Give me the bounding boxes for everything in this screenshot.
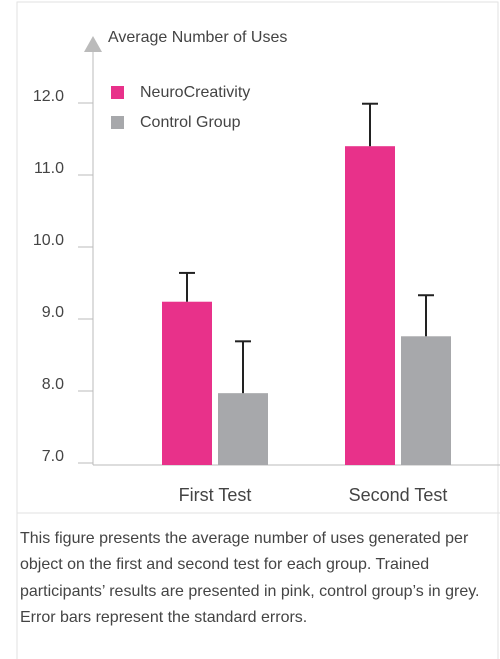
y-tick-label: 7.0	[42, 448, 64, 465]
legend-label: NeuroCreativity	[140, 84, 250, 101]
y-tick-label: 12.0	[33, 88, 64, 105]
chart-title: Average Number of Uses	[108, 29, 287, 46]
legend-label: Control Group	[140, 114, 241, 131]
axis-arrow	[84, 36, 102, 52]
y-tick-label: 11.0	[34, 160, 64, 177]
y-tick-label: 9.0	[42, 304, 64, 321]
y-tick-label: 10.0	[33, 232, 64, 249]
frame	[16, 1, 499, 659]
bar	[401, 336, 451, 465]
y-tick-label: 8.0	[42, 376, 64, 393]
legend-swatch	[111, 86, 124, 99]
bar	[218, 393, 268, 465]
legend-swatch	[111, 116, 124, 129]
x-tick-label: First Test	[179, 485, 252, 505]
bar	[345, 146, 395, 465]
x-tick-label: Second Test	[349, 485, 448, 505]
bar	[162, 301, 212, 465]
caption: This figure presents the average number …	[20, 530, 480, 626]
